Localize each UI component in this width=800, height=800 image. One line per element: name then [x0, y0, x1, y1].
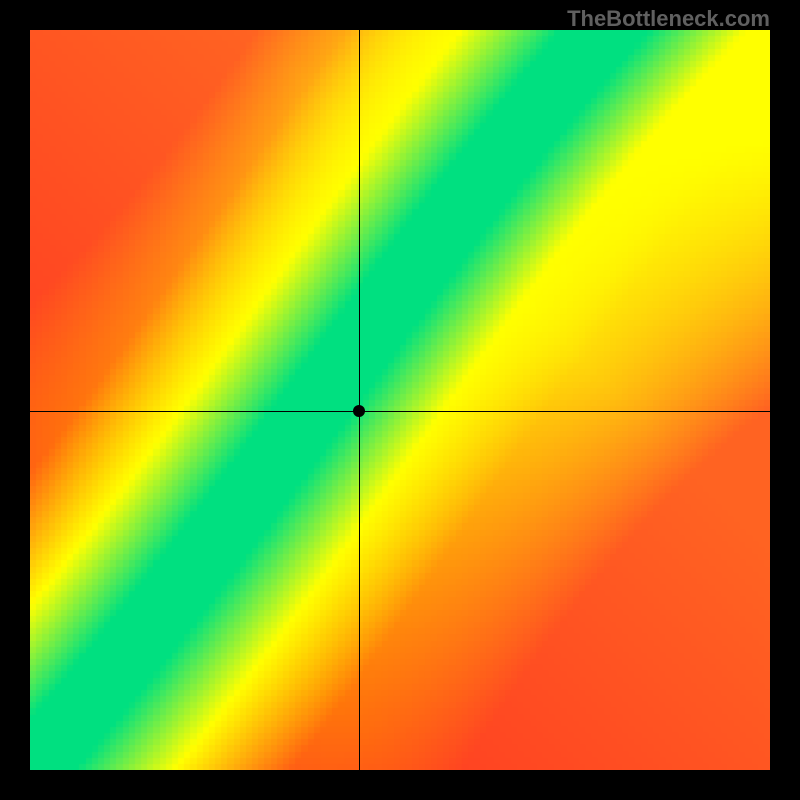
watermark-text: TheBottleneck.com [567, 6, 770, 32]
crosshair-vertical [359, 30, 360, 770]
heatmap-canvas [30, 30, 770, 770]
bottleneck-heatmap [30, 30, 770, 770]
crosshair-horizontal [30, 411, 770, 412]
crosshair-marker [353, 405, 365, 417]
